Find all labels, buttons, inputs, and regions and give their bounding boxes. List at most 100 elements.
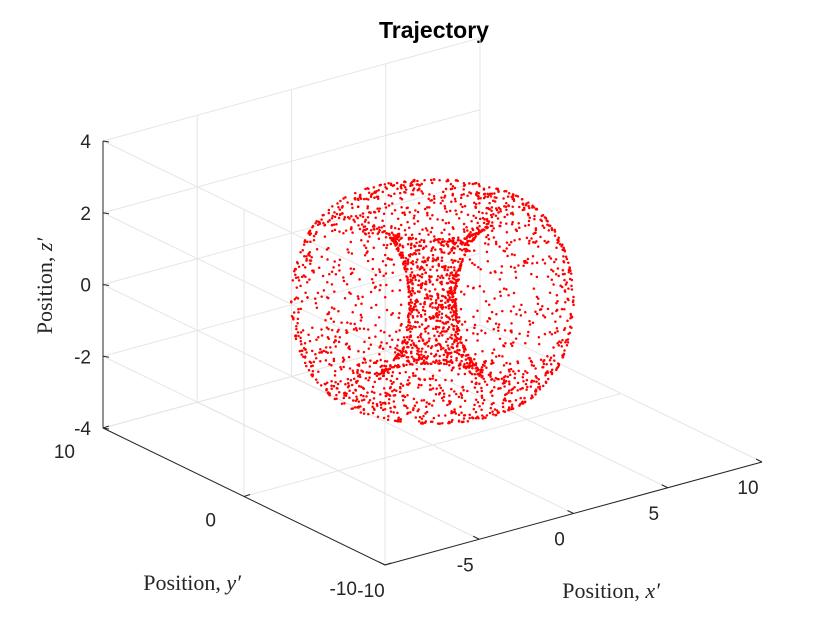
trajectory-point	[332, 359, 336, 363]
trajectory-point	[324, 319, 327, 322]
trajectory-point	[494, 240, 498, 244]
trajectory-point	[374, 273, 378, 277]
trajectory-point	[377, 189, 380, 192]
trajectory-point	[400, 187, 403, 190]
trajectory-point	[410, 355, 414, 359]
trajectory-point	[430, 226, 434, 230]
trajectory-point	[514, 194, 518, 197]
trajectory-point	[478, 224, 481, 228]
trajectory-point	[447, 360, 451, 363]
trajectory-point	[408, 326, 412, 330]
trajectory-point	[446, 327, 450, 331]
trajectory-point	[392, 400, 396, 403]
trajectory-point	[416, 258, 419, 261]
trajectory-point	[490, 209, 493, 212]
trajectory-point	[441, 307, 444, 310]
trajectory-point	[434, 259, 438, 262]
trajectory-point	[445, 355, 449, 359]
trajectory-point	[532, 241, 535, 244]
trajectory-point	[417, 283, 420, 287]
trajectory-point	[510, 405, 514, 409]
trajectory-point	[484, 300, 488, 303]
trajectory-point	[496, 217, 500, 220]
x-tick-label: -10	[357, 581, 384, 602]
trajectory-point	[502, 364, 506, 367]
trajectory-point	[299, 250, 302, 254]
trajectory-point	[482, 377, 485, 380]
x-tick-label: 10	[737, 478, 758, 499]
trajectory-point	[419, 333, 422, 337]
trajectory-point	[337, 309, 340, 313]
trajectory-point	[402, 336, 406, 339]
trajectory-point	[314, 356, 318, 360]
trajectory-point	[460, 210, 463, 214]
trajectory-point	[438, 238, 442, 241]
trajectory-point	[509, 240, 513, 244]
trajectory-point	[420, 399, 423, 402]
trajectory-point	[431, 377, 435, 380]
trajectory-point	[556, 238, 559, 242]
trajectory-point	[537, 336, 541, 339]
trajectory-point	[334, 345, 337, 348]
trajectory-point	[569, 272, 573, 275]
trajectory-point	[471, 416, 474, 419]
trajectory-point	[456, 329, 459, 332]
trajectory-point	[435, 278, 439, 282]
trajectory-point	[445, 360, 449, 364]
trajectory-point	[411, 189, 415, 192]
trajectory-point	[548, 291, 552, 295]
trajectory-point	[425, 341, 429, 344]
trajectory-point	[454, 392, 458, 396]
trajectory-point	[518, 226, 521, 230]
trajectory-point	[417, 311, 421, 314]
trajectory-point	[317, 335, 320, 339]
trajectory-point	[391, 271, 394, 274]
trajectory-point	[519, 314, 523, 317]
trajectory-point	[377, 372, 380, 376]
trajectory-point	[449, 280, 452, 283]
trajectory-point	[514, 270, 517, 273]
trajectory-point	[468, 182, 471, 185]
trajectory-point	[397, 316, 401, 319]
trajectory-point	[462, 389, 465, 392]
trajectory-point	[442, 392, 446, 395]
trajectory-point	[418, 232, 421, 236]
trajectory-point	[529, 385, 533, 388]
trajectory-point	[460, 260, 463, 264]
trajectory-point	[502, 379, 506, 382]
trajectory-point	[550, 268, 553, 272]
trajectory-point	[482, 416, 486, 419]
trajectory-point	[437, 263, 441, 266]
trajectory-point	[563, 272, 566, 276]
trajectory-point	[339, 380, 342, 383]
trajectory-point	[486, 260, 490, 263]
trajectory-point	[360, 369, 363, 372]
trajectory-point	[374, 216, 377, 220]
trajectory-point	[376, 404, 379, 407]
trajectory-point	[387, 232, 391, 236]
trajectory-point	[546, 377, 550, 381]
trajectory-point	[518, 237, 521, 241]
trajectory-point	[383, 295, 387, 299]
trajectory-point	[410, 233, 414, 236]
trajectory-point	[374, 303, 378, 307]
trajectory-point	[398, 312, 401, 315]
trajectory-point	[482, 188, 486, 191]
trajectory-point	[398, 353, 401, 357]
trajectory-point	[453, 408, 456, 411]
z-tick-label: -4	[74, 419, 91, 440]
trajectory-point	[333, 374, 337, 377]
trajectory-point	[516, 389, 519, 392]
trajectory-point	[561, 269, 565, 272]
y-tick-label: -10	[330, 579, 357, 600]
trajectory-point	[322, 289, 326, 292]
trajectory-point	[372, 186, 376, 189]
trajectory-point	[358, 373, 361, 377]
trajectory-point	[505, 208, 508, 212]
trajectory-point	[453, 186, 457, 190]
trajectory-point	[471, 286, 475, 290]
trajectory-point	[452, 251, 456, 255]
trajectory-point	[294, 273, 297, 276]
trajectory-point	[410, 294, 413, 297]
trajectory-point	[448, 394, 451, 397]
